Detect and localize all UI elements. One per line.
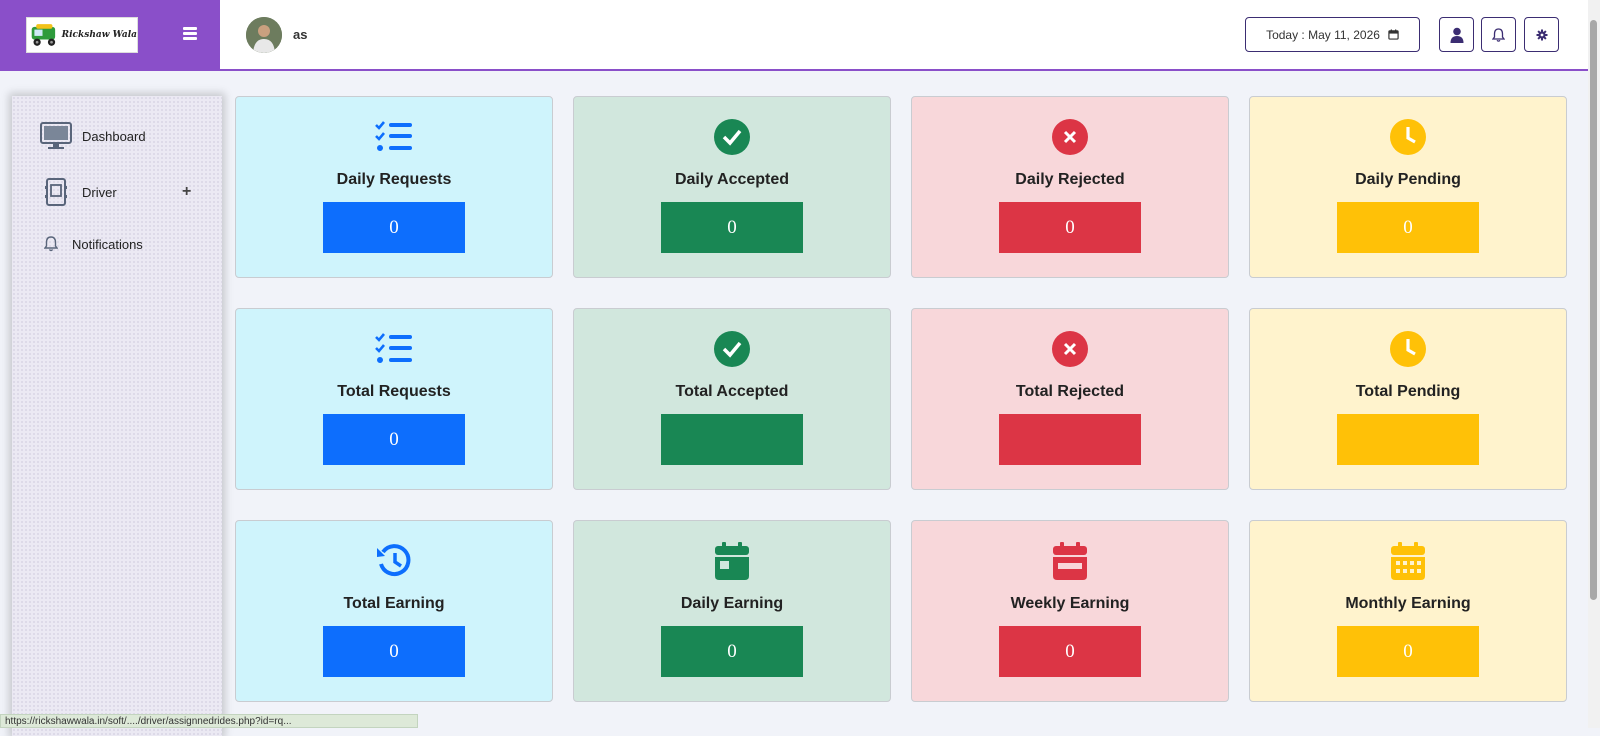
card-title: Total Rejected bbox=[1015, 383, 1125, 400]
avatar[interactable] bbox=[246, 17, 282, 53]
expand-icon[interactable]: + bbox=[182, 183, 192, 200]
card-value[interactable]: 0 bbox=[323, 202, 465, 253]
sidebar-item-dashboard[interactable]: Dashboard bbox=[12, 116, 222, 156]
card-monthly-earning: Monthly Earning 0 bbox=[1249, 520, 1567, 702]
card-value[interactable]: 0 bbox=[999, 202, 1141, 253]
calendar-icon bbox=[1388, 29, 1399, 40]
profile-button[interactable] bbox=[1439, 17, 1474, 52]
notification-button[interactable] bbox=[1481, 17, 1516, 52]
card-daily-pending: Daily Pending 0 bbox=[1249, 96, 1567, 278]
card-title: Total Requests bbox=[337, 383, 451, 400]
sidebar-item-driver[interactable]: Driver + bbox=[12, 172, 222, 212]
date-button[interactable]: Today : May 11, 2026 bbox=[1245, 17, 1420, 52]
card-value[interactable]: 0 bbox=[1337, 202, 1479, 253]
card-value[interactable]: 0 bbox=[661, 626, 803, 677]
app-logo[interactable]: Rickshaw Wala bbox=[26, 17, 138, 53]
card-title: Monthly Earning bbox=[1345, 595, 1471, 612]
calendar-month-icon bbox=[1388, 541, 1428, 581]
scrollbar-thumb[interactable] bbox=[1590, 20, 1597, 600]
card-daily-requests: Daily Requests 0 bbox=[235, 96, 553, 278]
card-title: Total Accepted bbox=[675, 383, 789, 400]
card-value[interactable]: 0 bbox=[323, 626, 465, 677]
calendar-week-icon bbox=[1050, 541, 1090, 581]
bell-icon bbox=[44, 236, 58, 252]
bell-icon bbox=[1492, 27, 1505, 42]
user-photo-icon bbox=[246, 17, 282, 53]
card-daily-rejected: Daily Rejected 0 bbox=[911, 96, 1229, 278]
list-check-icon bbox=[374, 329, 414, 369]
sidebar-item-label: Dashboard bbox=[82, 128, 146, 144]
card-title: Total Pending bbox=[1355, 383, 1461, 400]
logo-text: Rickshaw Wala bbox=[61, 30, 137, 40]
user-icon bbox=[1450, 27, 1463, 43]
monitor-icon bbox=[40, 122, 72, 149]
check-circle-icon bbox=[712, 117, 752, 157]
card-title: Daily Rejected bbox=[1015, 171, 1125, 188]
card-value[interactable] bbox=[999, 414, 1141, 465]
card-value[interactable]: 0 bbox=[999, 626, 1141, 677]
card-daily-earning: Daily Earning 0 bbox=[573, 520, 891, 702]
card-total-requests: Total Requests 0 bbox=[235, 308, 553, 490]
brand-bar: Rickshaw Wala bbox=[0, 0, 220, 71]
x-circle-icon bbox=[1050, 117, 1090, 157]
card-total-accepted: Total Accepted bbox=[573, 308, 891, 490]
card-total-rejected: Total Rejected bbox=[911, 308, 1229, 490]
clock-icon bbox=[1388, 117, 1428, 157]
status-bar-url: https://rickshawwala.in/soft/..../driver… bbox=[0, 714, 418, 728]
card-title: Total Earning bbox=[343, 595, 445, 612]
card-value[interactable] bbox=[1337, 414, 1479, 465]
sidebar-item-label: Notifications bbox=[72, 236, 143, 252]
sidebar-item-notifications[interactable]: Notifications bbox=[12, 224, 222, 264]
page-scrollbar[interactable] bbox=[1588, 0, 1600, 728]
gear-icon bbox=[1536, 29, 1547, 40]
card-value[interactable]: 0 bbox=[323, 414, 465, 465]
card-title: Daily Accepted bbox=[674, 171, 790, 188]
settings-button[interactable] bbox=[1524, 17, 1559, 52]
card-title: Daily Pending bbox=[1355, 171, 1461, 188]
card-value[interactable] bbox=[661, 414, 803, 465]
card-value[interactable]: 0 bbox=[1337, 626, 1479, 677]
date-label: Today : May 11, 2026 bbox=[1266, 27, 1380, 42]
card-total-earning: Total Earning 0 bbox=[235, 520, 553, 702]
card-daily-accepted: Daily Accepted 0 bbox=[573, 96, 891, 278]
menu-toggle-icon[interactable] bbox=[183, 27, 197, 41]
sidebar: Dashboard Driver + Notifications bbox=[12, 96, 222, 736]
card-total-pending: Total Pending bbox=[1249, 308, 1567, 490]
card-value[interactable]: 0 bbox=[661, 202, 803, 253]
driver-icon bbox=[45, 178, 67, 206]
calendar-day-icon bbox=[712, 541, 752, 581]
sidebar-item-label: Driver bbox=[82, 184, 117, 200]
x-circle-icon bbox=[1050, 329, 1090, 369]
history-icon bbox=[374, 541, 414, 581]
card-title: Weekly Earning bbox=[1010, 595, 1130, 612]
card-weekly-earning: Weekly Earning 0 bbox=[911, 520, 1229, 702]
rickshaw-logo-icon bbox=[31, 24, 56, 46]
check-circle-icon bbox=[712, 329, 752, 369]
username: as bbox=[293, 27, 308, 42]
card-title: Daily Requests bbox=[336, 171, 452, 188]
list-check-icon bbox=[374, 117, 414, 157]
clock-icon bbox=[1388, 329, 1428, 369]
card-title: Daily Earning bbox=[680, 595, 784, 612]
